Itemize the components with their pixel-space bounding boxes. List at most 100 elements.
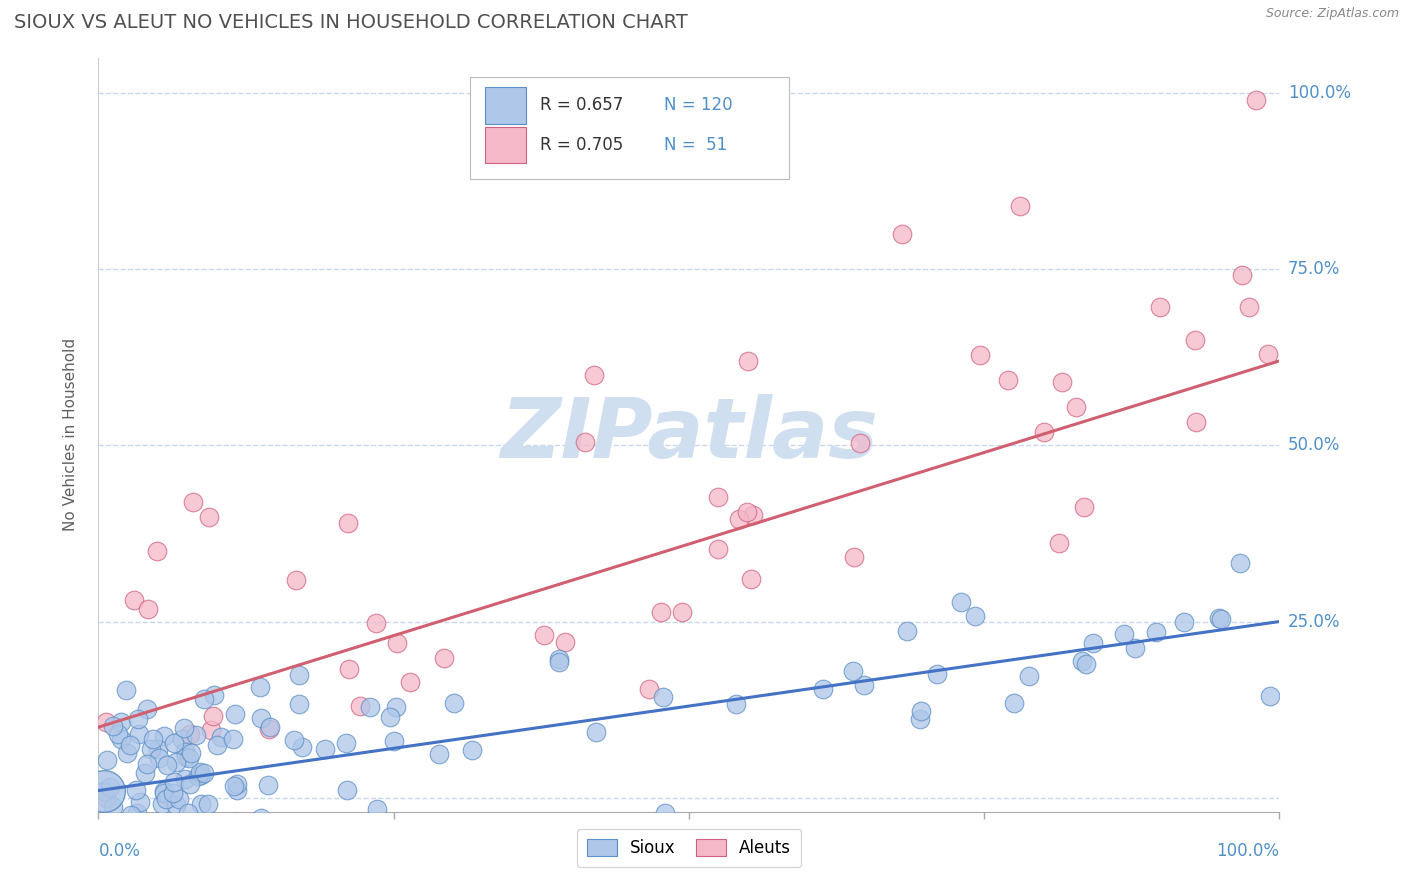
Point <box>1083 636 1105 650</box>
Point <box>335 815 357 830</box>
Point <box>152 729 174 743</box>
Point <box>150 826 173 840</box>
Point <box>162 786 184 800</box>
Point <box>148 742 170 756</box>
Point <box>110 714 132 729</box>
Point <box>139 742 162 756</box>
Point <box>152 826 174 840</box>
Point <box>173 745 195 759</box>
Point <box>128 727 150 741</box>
Point <box>285 573 308 587</box>
Point <box>1002 696 1025 710</box>
Point <box>190 765 212 780</box>
Point <box>385 699 408 714</box>
Text: R = 0.657: R = 0.657 <box>540 96 623 114</box>
Point <box>950 595 973 609</box>
Point <box>963 609 986 624</box>
Point <box>533 628 555 642</box>
Point <box>190 797 212 811</box>
Point <box>638 681 661 696</box>
Point <box>554 635 576 649</box>
Point <box>136 757 159 772</box>
Point <box>654 806 676 821</box>
Point <box>179 727 201 741</box>
Point <box>187 769 209 783</box>
Point <box>1209 612 1232 626</box>
Point <box>896 624 918 639</box>
Legend: Sioux, Aleuts: Sioux, Aleuts <box>576 830 801 867</box>
Point <box>335 736 357 750</box>
Point <box>337 516 360 530</box>
Point <box>107 727 129 741</box>
Point <box>1237 300 1260 314</box>
Text: 50.0%: 50.0% <box>1288 436 1340 454</box>
Point <box>1033 425 1056 439</box>
Point <box>1257 347 1279 361</box>
Point <box>101 799 124 814</box>
FancyBboxPatch shape <box>471 77 789 178</box>
Point <box>125 783 148 797</box>
Point <box>890 227 912 241</box>
Point <box>101 719 124 733</box>
Point <box>165 756 187 770</box>
Point <box>194 825 217 839</box>
Point <box>193 765 215 780</box>
Point <box>443 696 465 710</box>
Point <box>910 704 932 718</box>
Point <box>136 602 159 616</box>
Point <box>583 368 606 382</box>
Point <box>1208 611 1230 625</box>
Point <box>1229 556 1251 570</box>
Point <box>93 783 115 797</box>
Point <box>153 786 176 800</box>
Point <box>382 734 405 748</box>
Point <box>852 678 875 692</box>
Text: R = 0.705: R = 0.705 <box>540 136 623 153</box>
Text: 75.0%: 75.0% <box>1288 260 1340 278</box>
Point <box>173 772 195 786</box>
Point <box>127 712 149 726</box>
Point <box>314 742 336 756</box>
Point <box>364 615 387 630</box>
Point <box>134 765 156 780</box>
Point <box>1173 615 1195 629</box>
Point <box>1073 500 1095 514</box>
Text: 25.0%: 25.0% <box>1288 613 1340 631</box>
Point <box>735 505 758 519</box>
Point <box>650 605 672 619</box>
Point <box>184 728 207 742</box>
Point <box>1112 626 1135 640</box>
Point <box>193 691 215 706</box>
Point <box>997 373 1019 387</box>
Point <box>181 495 204 509</box>
Point <box>202 689 225 703</box>
Point <box>228 826 250 840</box>
Text: 100.0%: 100.0% <box>1216 842 1279 860</box>
Point <box>197 797 219 811</box>
Point <box>198 510 221 524</box>
Text: 100.0%: 100.0% <box>1288 84 1351 103</box>
Point <box>96 790 118 805</box>
Point <box>96 714 118 729</box>
Point <box>129 795 152 809</box>
FancyBboxPatch shape <box>485 127 526 162</box>
Point <box>96 753 118 767</box>
Point <box>842 664 865 678</box>
Point <box>200 723 222 737</box>
Point <box>1184 333 1206 347</box>
Point <box>1125 640 1147 655</box>
Point <box>433 651 456 665</box>
FancyBboxPatch shape <box>485 87 526 124</box>
Point <box>1146 625 1168 640</box>
Point <box>207 739 229 753</box>
Point <box>250 711 273 725</box>
Point <box>707 491 730 505</box>
Point <box>155 792 177 806</box>
Point <box>671 605 693 619</box>
Point <box>652 690 675 704</box>
Point <box>176 750 198 764</box>
Point <box>226 777 249 791</box>
Point <box>925 666 948 681</box>
Point <box>288 668 311 682</box>
Point <box>152 784 174 798</box>
